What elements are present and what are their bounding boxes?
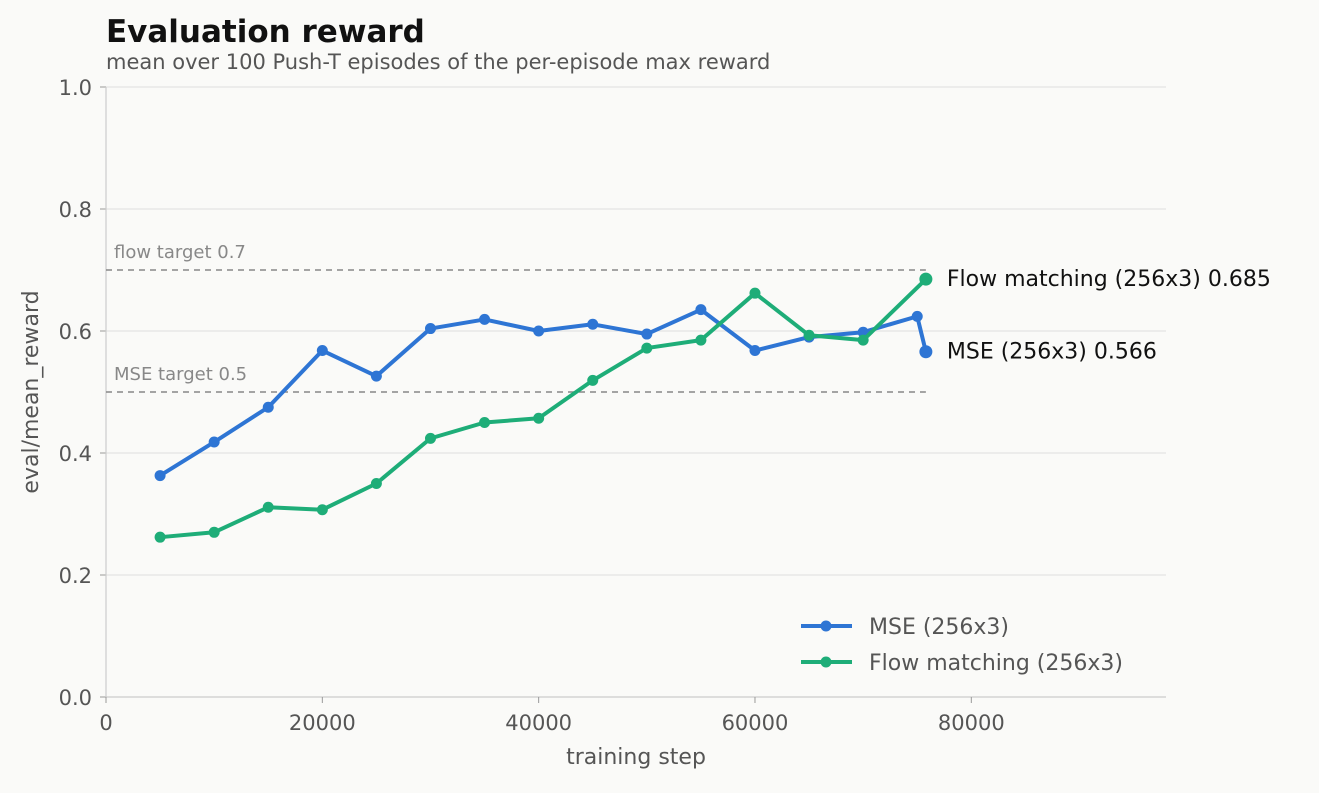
data-point (370, 370, 382, 382)
x-tick-label: 0 (99, 711, 112, 735)
y-tick-label: 0.0 (59, 686, 92, 710)
data-point (479, 313, 491, 325)
chart-subtitle: mean over 100 Push-T episodes of the per… (106, 50, 770, 74)
reference-lines: flow target 0.7 MSE target 0.5 (106, 242, 926, 393)
data-point (154, 470, 166, 482)
data-point (695, 334, 707, 346)
data-point (587, 374, 599, 386)
legend-label: Flow matching (256x3) (869, 651, 1123, 676)
y-tick-label: 0.6 (59, 320, 92, 344)
data-point (857, 334, 869, 346)
reference-line-label: flow target 0.7 (114, 242, 246, 263)
data-point (695, 304, 707, 316)
data-point (262, 401, 274, 413)
end-label: MSE (256x3) 0.566 (947, 340, 1157, 365)
data-point (262, 501, 274, 513)
data-point (479, 417, 491, 428)
y-tick-label: 0.4 (59, 442, 92, 466)
data-point (533, 412, 545, 424)
legend-marker (820, 620, 832, 632)
y-axis-label: eval/mean_reward (19, 290, 44, 493)
data-point (749, 345, 761, 357)
end-marker (919, 272, 933, 286)
end-label: Flow matching (256x3) 0.685 (947, 267, 1271, 292)
x-tick-label: 20000 (289, 711, 356, 735)
data-point (424, 432, 436, 444)
series-line (159, 307, 928, 478)
data-point (641, 328, 653, 340)
end-labels: MSE (256x3) 0.566 Flow matching (256x3) 0… (919, 267, 1271, 365)
x-tick-label: 80000 (938, 711, 1005, 735)
data-point (208, 526, 220, 538)
data-point (749, 287, 761, 299)
data-point (316, 504, 328, 516)
legend: MSE (256x3) Flow matching (256x3) (801, 615, 1123, 676)
end-marker (919, 345, 933, 359)
y-tick-label: 1.0 (59, 76, 92, 100)
data-point (154, 531, 166, 543)
legend-label: MSE (256x3) (869, 615, 1009, 640)
y-tick-label: 0.8 (59, 198, 92, 222)
x-tick-label: 40000 (505, 711, 572, 735)
data-point (370, 478, 382, 489)
series-line (159, 277, 928, 540)
x-axis-label: training step (566, 745, 706, 770)
data-point (533, 325, 545, 337)
data-point (911, 310, 923, 322)
legend-marker (820, 656, 832, 668)
x-tick-label: 60000 (722, 711, 789, 735)
chart-title: Evaluation reward (106, 14, 425, 50)
data-point (641, 342, 653, 354)
y-tick-label: 0.2 (59, 564, 92, 588)
reference-line-label: MSE target 0.5 (114, 364, 247, 385)
data-point (587, 318, 599, 330)
data-point (424, 323, 436, 335)
series-lines (154, 273, 932, 543)
data-point (208, 436, 220, 448)
data-point (316, 345, 328, 357)
data-point (803, 329, 815, 341)
